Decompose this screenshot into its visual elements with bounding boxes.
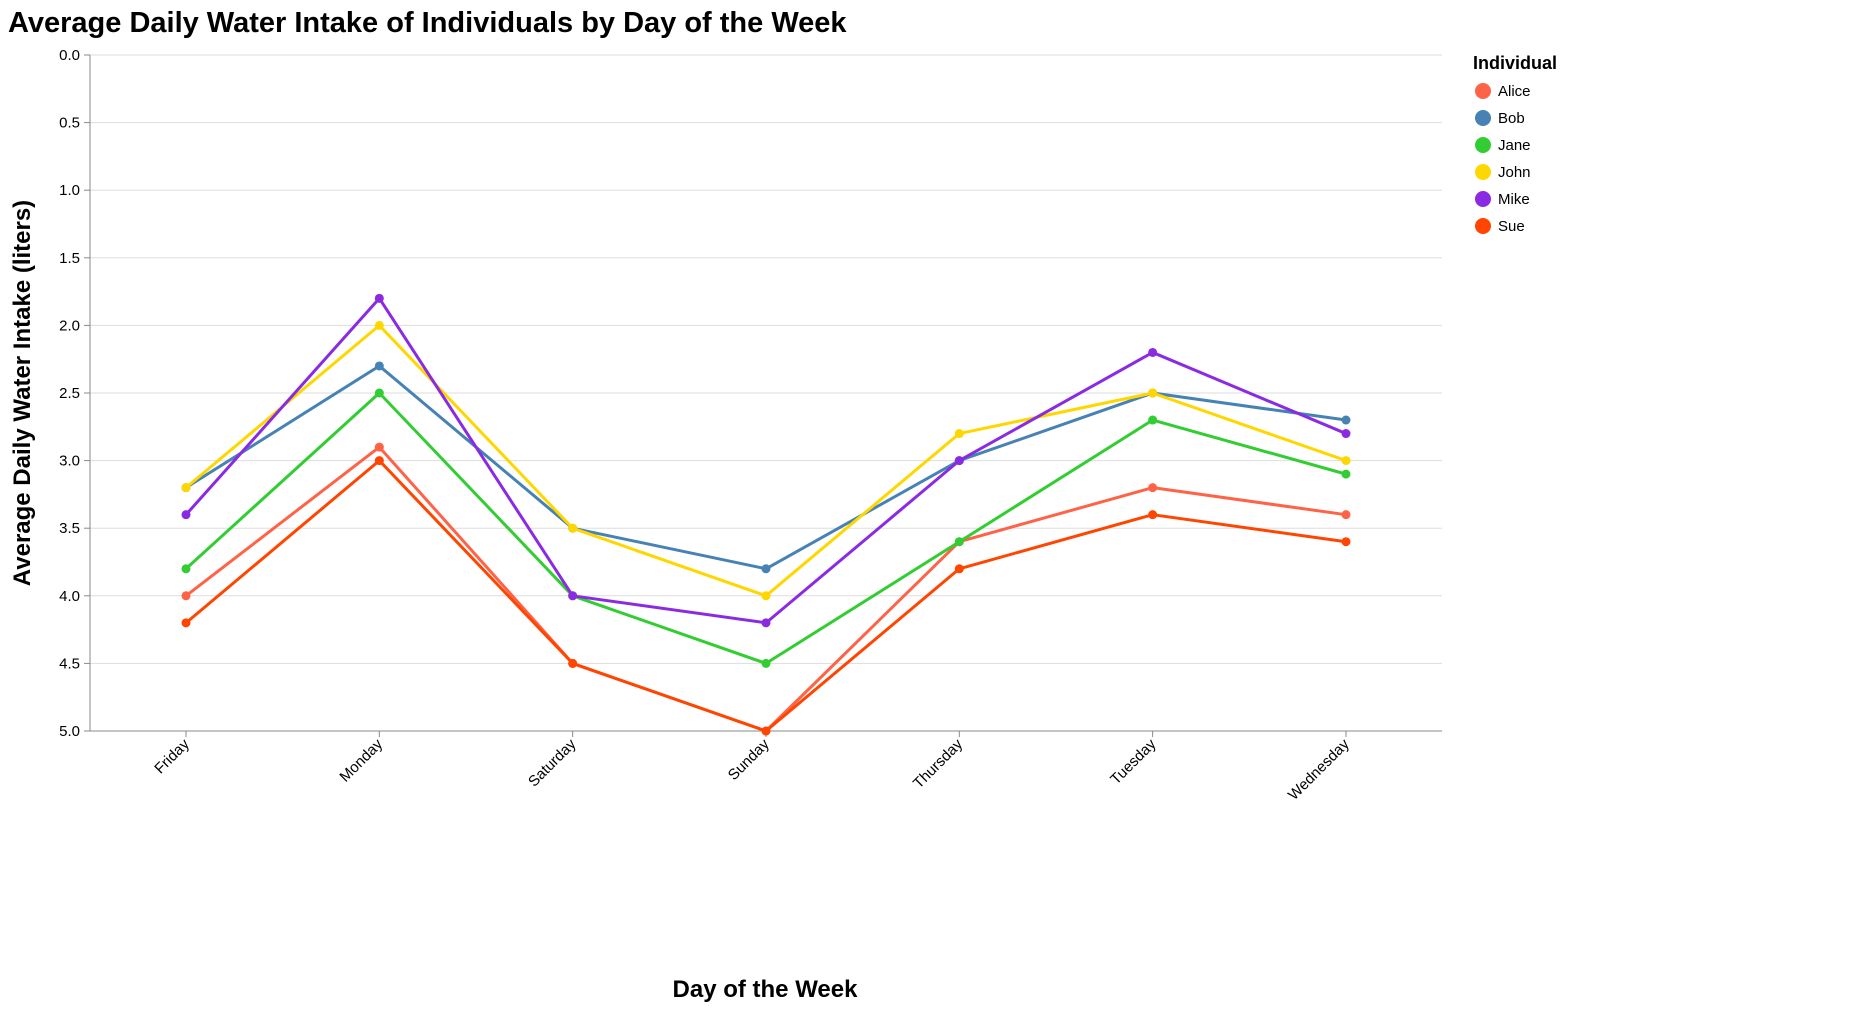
y-tick-label: 1.5 <box>59 250 80 267</box>
series-john <box>181 320 1351 601</box>
series-alice <box>181 442 1351 736</box>
legend: Individual Alice Bob Jane John Mike Sue <box>1473 53 1557 235</box>
data-point <box>954 429 964 439</box>
legend-swatch <box>1475 218 1491 234</box>
legend-label: Bob <box>1498 110 1525 127</box>
data-point <box>568 591 578 601</box>
legend-swatch <box>1475 83 1491 99</box>
data-point <box>1341 415 1351 425</box>
series-sue <box>181 456 1351 736</box>
y-tick-label: 2.5 <box>59 385 80 402</box>
x-tick-label: Monday <box>336 735 386 785</box>
chart-title: Average Daily Water Intake of Individual… <box>8 7 847 39</box>
y-tick-label: 4.0 <box>59 588 80 605</box>
data-point <box>181 483 191 493</box>
y-tick-label: 5.0 <box>59 723 80 740</box>
series-mike <box>181 293 1351 628</box>
legend-title: Individual <box>1473 53 1557 73</box>
data-point <box>568 523 578 533</box>
data-point <box>954 537 964 547</box>
y-tick-label: 2.0 <box>59 317 80 334</box>
x-tick-label: Saturday <box>525 735 580 790</box>
y-axis-title: Average Daily Water Intake (liters) <box>9 200 36 586</box>
x-axis-title: Day of the Week <box>673 976 859 1003</box>
data-point <box>568 658 578 668</box>
y-tick-label: 3.5 <box>59 520 80 537</box>
data-point <box>761 726 771 736</box>
legend-swatch <box>1475 164 1491 180</box>
data-point <box>374 456 384 466</box>
series-layer <box>181 293 1351 736</box>
data-point <box>1148 483 1158 493</box>
legend-label: Sue <box>1498 218 1525 235</box>
data-point <box>761 591 771 601</box>
data-point <box>181 510 191 520</box>
data-point <box>954 564 964 574</box>
y-tick-label: 4.5 <box>59 655 80 672</box>
data-point <box>181 618 191 628</box>
y-tick-label: 0.5 <box>59 115 80 132</box>
y-tick-label: 1.0 <box>59 182 80 199</box>
data-point <box>374 293 384 303</box>
x-tick-label: Tuesday <box>1107 735 1160 788</box>
data-point <box>374 442 384 452</box>
legend-swatch <box>1475 191 1491 207</box>
data-point <box>1341 510 1351 520</box>
legend-swatch <box>1475 110 1491 126</box>
y-tick-label: 3.0 <box>59 453 80 470</box>
x-tick-label: Friday <box>151 735 193 777</box>
series-line <box>185 364 1347 571</box>
data-point <box>1148 415 1158 425</box>
series-line <box>185 445 1347 733</box>
x-tick-label: Sunday <box>725 735 773 783</box>
data-point <box>1341 537 1351 547</box>
data-point <box>181 591 191 601</box>
data-point <box>1341 429 1351 439</box>
data-point <box>1148 510 1158 520</box>
legend-label: Jane <box>1498 137 1531 154</box>
y-tick-label: 0.0 <box>59 47 80 64</box>
data-point <box>761 564 771 574</box>
data-point <box>761 658 771 668</box>
data-point <box>374 361 384 371</box>
legend-label: John <box>1498 164 1531 181</box>
x-tick-label: Wednesday <box>1285 735 1353 803</box>
data-point <box>374 320 384 330</box>
legend-label: Mike <box>1498 191 1530 208</box>
data-point <box>761 618 771 628</box>
data-point <box>181 564 191 574</box>
legend-label: Alice <box>1498 83 1531 100</box>
x-tick-label: Thursday <box>910 735 967 792</box>
data-point <box>1148 388 1158 398</box>
data-point <box>374 388 384 398</box>
data-point <box>1341 456 1351 466</box>
legend-swatch <box>1475 137 1491 153</box>
data-point <box>1148 347 1158 357</box>
data-point <box>1341 469 1351 479</box>
data-point <box>954 456 964 466</box>
